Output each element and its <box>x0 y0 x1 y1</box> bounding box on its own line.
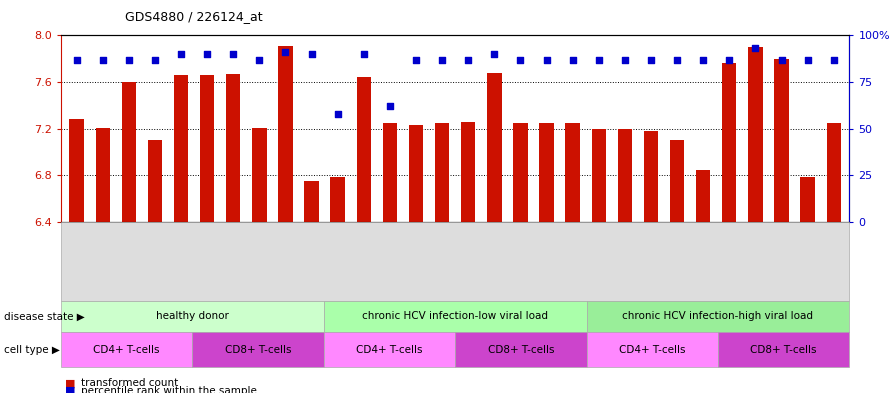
Bar <box>461 122 476 222</box>
Bar <box>279 46 293 222</box>
Bar <box>435 123 449 222</box>
Point <box>696 57 711 63</box>
Point <box>435 57 449 63</box>
Text: ■: ■ <box>65 386 75 393</box>
Point <box>722 57 737 63</box>
Point <box>487 51 502 57</box>
Point <box>539 57 554 63</box>
Point <box>200 51 214 57</box>
Text: CD4+ T-cells: CD4+ T-cells <box>619 345 685 355</box>
Point <box>461 57 476 63</box>
Bar <box>383 123 397 222</box>
Text: CD8+ T-cells: CD8+ T-cells <box>225 345 291 355</box>
Point <box>591 57 606 63</box>
Text: disease state ▶: disease state ▶ <box>4 311 85 321</box>
Text: CD8+ T-cells: CD8+ T-cells <box>487 345 554 355</box>
Point <box>748 45 762 51</box>
Point <box>670 57 685 63</box>
Text: healthy donor: healthy donor <box>156 311 228 321</box>
Bar <box>539 123 554 222</box>
Bar <box>513 123 528 222</box>
Text: chronic HCV infection-low viral load: chronic HCV infection-low viral load <box>362 311 548 321</box>
Bar <box>696 169 711 222</box>
Bar <box>565 123 580 222</box>
Bar <box>617 129 632 222</box>
Bar <box>226 74 240 222</box>
Point <box>513 57 528 63</box>
Bar <box>148 140 162 222</box>
Point <box>827 57 841 63</box>
Point <box>122 57 136 63</box>
Bar <box>827 123 841 222</box>
Point <box>174 51 188 57</box>
Bar <box>69 119 83 222</box>
Bar <box>357 77 371 222</box>
Point <box>774 57 788 63</box>
Point <box>69 57 83 63</box>
Point <box>331 111 345 117</box>
Bar <box>670 140 685 222</box>
Point <box>383 103 397 109</box>
Point <box>279 49 293 55</box>
Bar <box>305 181 319 222</box>
Point <box>617 57 632 63</box>
Bar <box>96 128 110 222</box>
Bar <box>748 47 762 222</box>
Point <box>800 57 814 63</box>
Text: CD4+ T-cells: CD4+ T-cells <box>357 345 423 355</box>
Bar <box>200 75 214 222</box>
Text: GDS4880 / 226124_at: GDS4880 / 226124_at <box>125 10 263 23</box>
Bar <box>122 82 136 222</box>
Point <box>252 57 266 63</box>
Text: percentile rank within the sample: percentile rank within the sample <box>81 386 256 393</box>
Point <box>148 57 162 63</box>
Text: ■: ■ <box>65 378 75 388</box>
Bar <box>774 59 788 222</box>
Bar <box>252 128 266 222</box>
Bar <box>487 73 502 222</box>
Text: transformed count: transformed count <box>81 378 178 388</box>
Text: CD8+ T-cells: CD8+ T-cells <box>751 345 817 355</box>
Text: chronic HCV infection-high viral load: chronic HCV infection-high viral load <box>623 311 814 321</box>
Bar <box>331 176 345 222</box>
Point <box>305 51 319 57</box>
Text: CD4+ T-cells: CD4+ T-cells <box>93 345 159 355</box>
Point <box>96 57 110 63</box>
Bar <box>644 131 659 222</box>
Bar <box>409 125 423 222</box>
Bar <box>722 63 737 222</box>
Point <box>357 51 371 57</box>
Bar <box>800 176 814 222</box>
Point <box>644 57 659 63</box>
Text: cell type ▶: cell type ▶ <box>4 345 60 355</box>
Bar <box>591 129 606 222</box>
Point <box>409 57 423 63</box>
Bar <box>174 75 188 222</box>
Point <box>565 57 580 63</box>
Point <box>226 51 240 57</box>
